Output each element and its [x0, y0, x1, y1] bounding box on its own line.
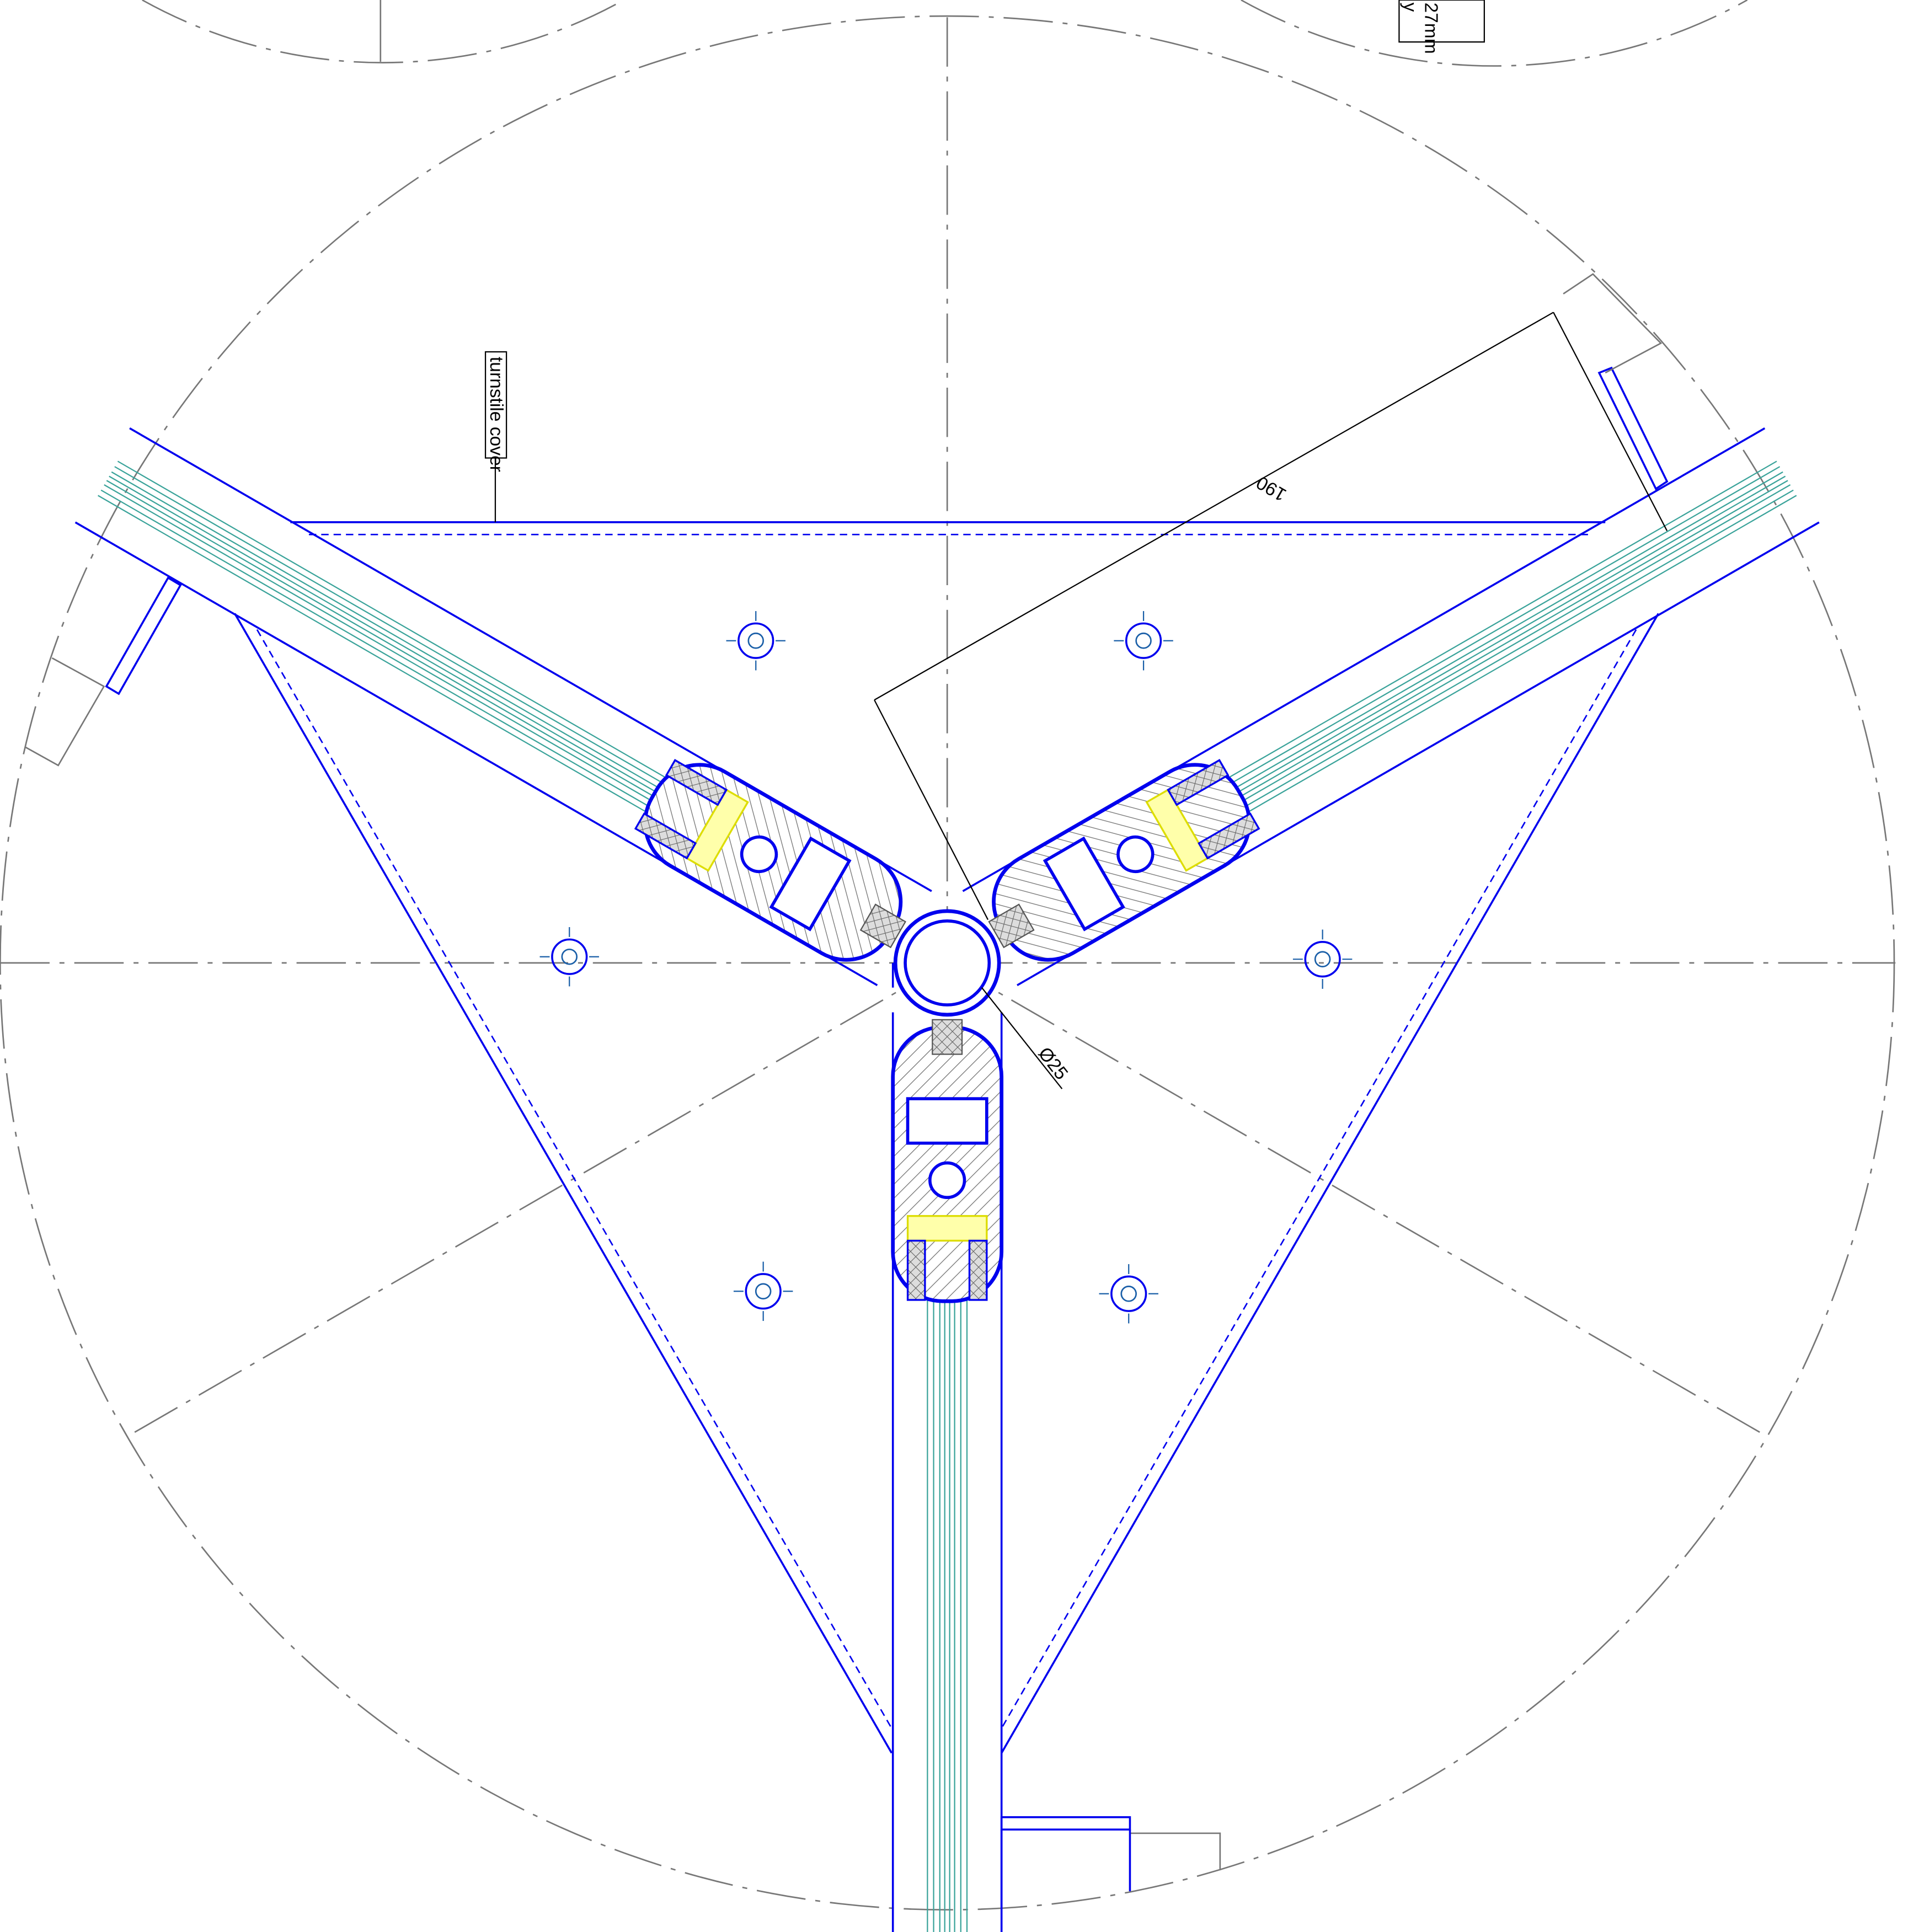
arm	[893, 1012, 1002, 1932]
arm	[76, 428, 932, 985]
diameter-label: Ø25	[1034, 1043, 1072, 1084]
note-line: y	[1399, 2, 1420, 12]
hub	[895, 911, 999, 1015]
note-line: 27mm	[1421, 2, 1441, 53]
cover-label: turnstile cover	[486, 357, 506, 472]
dimension-label: 190	[1253, 472, 1290, 505]
drawing: 27mm y turnstile cover 190 Ø25	[0, 0, 1908, 1932]
arm	[963, 428, 1819, 985]
